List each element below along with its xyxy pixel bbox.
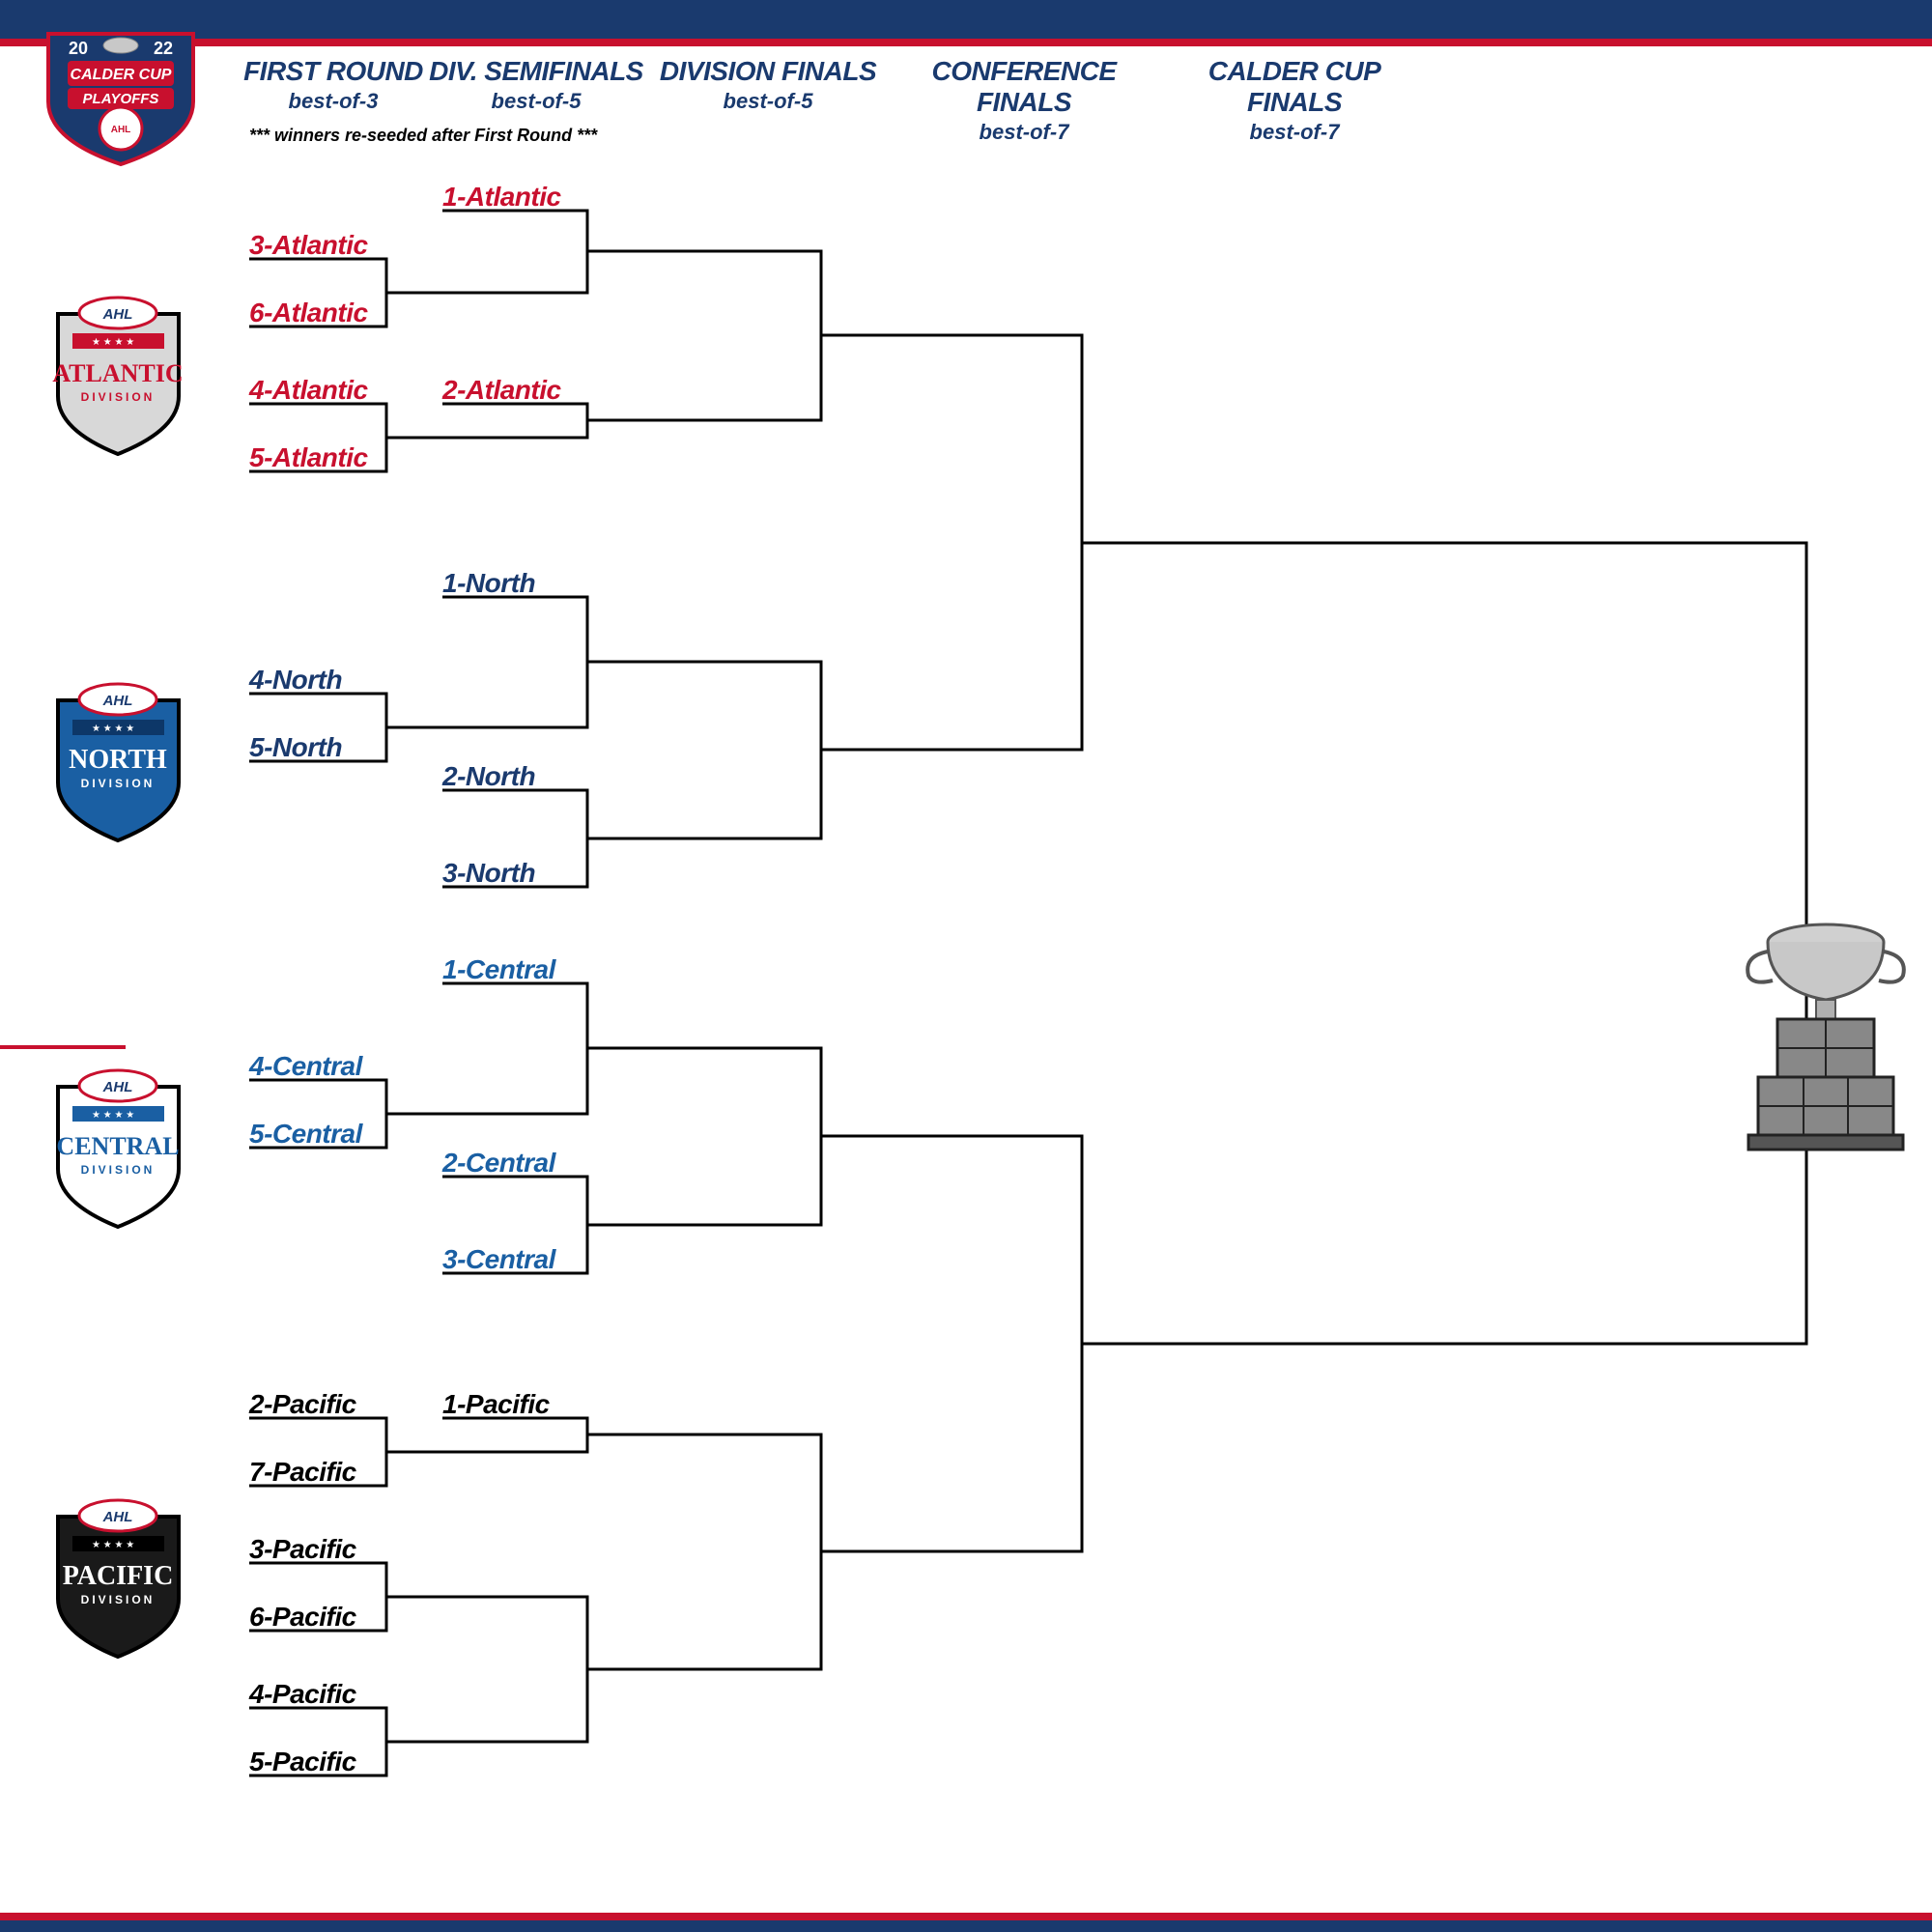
svg-text:★ ★ ★ ★: ★ ★ ★ ★: [92, 337, 134, 348]
svg-text:AHL: AHL: [102, 306, 133, 323]
round-sub: best-of-5: [647, 89, 889, 114]
svg-text:DIVISION: DIVISION: [81, 390, 156, 404]
round-title: FIRST ROUND: [242, 56, 425, 87]
svg-text:AHL: AHL: [102, 1079, 133, 1095]
ds-atlantic-1: 2-Atlantic: [442, 375, 561, 406]
fr-pacific-3: 6-Pacific: [249, 1602, 356, 1633]
fr-central-0: 4-Central: [249, 1051, 362, 1082]
fr-atlantic-3: 5-Atlantic: [249, 442, 368, 473]
fr-pacific-2: 3-Pacific: [249, 1534, 356, 1565]
svg-text:DIVISION: DIVISION: [81, 777, 156, 790]
calder-cup-trophy-icon: [1724, 908, 1927, 1159]
round-sub: best-of-7: [1159, 120, 1430, 145]
ds-central-0: 1-Central: [442, 954, 555, 985]
ds-atlantic-0: 1-Atlantic: [442, 182, 561, 213]
svg-text:PACIFIC: PACIFIC: [63, 1561, 174, 1591]
division-badge-north: AHL ★ ★ ★ ★ NORTH DIVISION: [43, 667, 193, 845]
svg-text:CALDER CUP: CALDER CUP: [71, 67, 172, 83]
round-title: DIVISION FINALS: [647, 56, 889, 87]
ds-north-1: 2-North: [442, 761, 535, 792]
ds-pacific-0: 1-Pacific: [442, 1389, 550, 1420]
svg-text:★ ★ ★ ★: ★ ★ ★ ★: [92, 1110, 134, 1121]
division-badge-central: AHL ★ ★ ★ ★ CENTRAL DIVISION: [43, 1053, 193, 1232]
fr-pacific-5: 5-Pacific: [249, 1747, 356, 1777]
bracket-lines: [0, 0, 1932, 1932]
round-header-cupfinal: CALDER CUP FINALS best-of-7: [1159, 56, 1430, 145]
svg-text:ATLANTIC: ATLANTIC: [52, 359, 183, 387]
round-title: CALDER CUP FINALS: [1159, 56, 1430, 118]
round-sub: best-of-7: [889, 120, 1159, 145]
svg-text:AHL: AHL: [111, 125, 131, 135]
svg-text:AHL: AHL: [102, 1509, 133, 1525]
svg-text:★ ★ ★ ★: ★ ★ ★ ★: [92, 724, 134, 734]
svg-text:CENTRAL: CENTRAL: [56, 1132, 179, 1160]
fr-pacific-1: 7-Pacific: [249, 1457, 356, 1488]
reseed-note: *** winners re-seeded after First Round …: [249, 126, 597, 146]
fr-pacific-4: 4-Pacific: [249, 1679, 356, 1710]
round-sub: best-of-3: [242, 89, 425, 114]
svg-text:DIVISION: DIVISION: [81, 1163, 156, 1177]
division-badge-atlantic: AHL ★ ★ ★ ★ ATLANTIC DIVISION: [43, 280, 193, 459]
top-border: [0, 0, 1932, 39]
svg-text:★ ★ ★ ★: ★ ★ ★ ★: [92, 1540, 134, 1550]
ds-central-2: 3-Central: [442, 1244, 555, 1275]
round-title: CONFERENCE FINALS: [889, 56, 1159, 118]
round-sub: best-of-5: [425, 89, 647, 114]
bottom-border: [0, 1920, 1932, 1932]
svg-text:20: 20: [69, 39, 88, 58]
calder-cup-playoffs-logo: CALDER CUP PLAYOFFS 20 22 AHL: [29, 14, 213, 169]
ds-north-0: 1-North: [442, 568, 535, 599]
fr-atlantic-1: 6-Atlantic: [249, 298, 368, 328]
svg-text:PLAYOFFS: PLAYOFFS: [83, 91, 159, 107]
round-title: DIV. SEMIFINALS: [425, 56, 647, 87]
svg-text:22: 22: [154, 39, 173, 58]
fr-north-1: 5-North: [249, 732, 342, 763]
ds-central-1: 2-Central: [442, 1148, 555, 1179]
svg-text:DIVISION: DIVISION: [81, 1593, 156, 1606]
round-header-divfinal: DIVISION FINALS best-of-5: [647, 56, 889, 145]
fr-pacific-0: 2-Pacific: [249, 1389, 356, 1420]
central-accent-line: [0, 1045, 126, 1049]
fr-atlantic-0: 3-Atlantic: [249, 230, 368, 261]
division-badge-pacific: AHL ★ ★ ★ ★ PACIFIC DIVISION: [43, 1483, 193, 1662]
fr-central-1: 5-Central: [249, 1119, 362, 1150]
svg-text:AHL: AHL: [102, 693, 133, 709]
fr-north-0: 4-North: [249, 665, 342, 696]
ds-north-2: 3-North: [442, 858, 535, 889]
svg-text:NORTH: NORTH: [69, 745, 167, 775]
fr-atlantic-2: 4-Atlantic: [249, 375, 368, 406]
round-header-conffinal: CONFERENCE FINALS best-of-7: [889, 56, 1159, 145]
